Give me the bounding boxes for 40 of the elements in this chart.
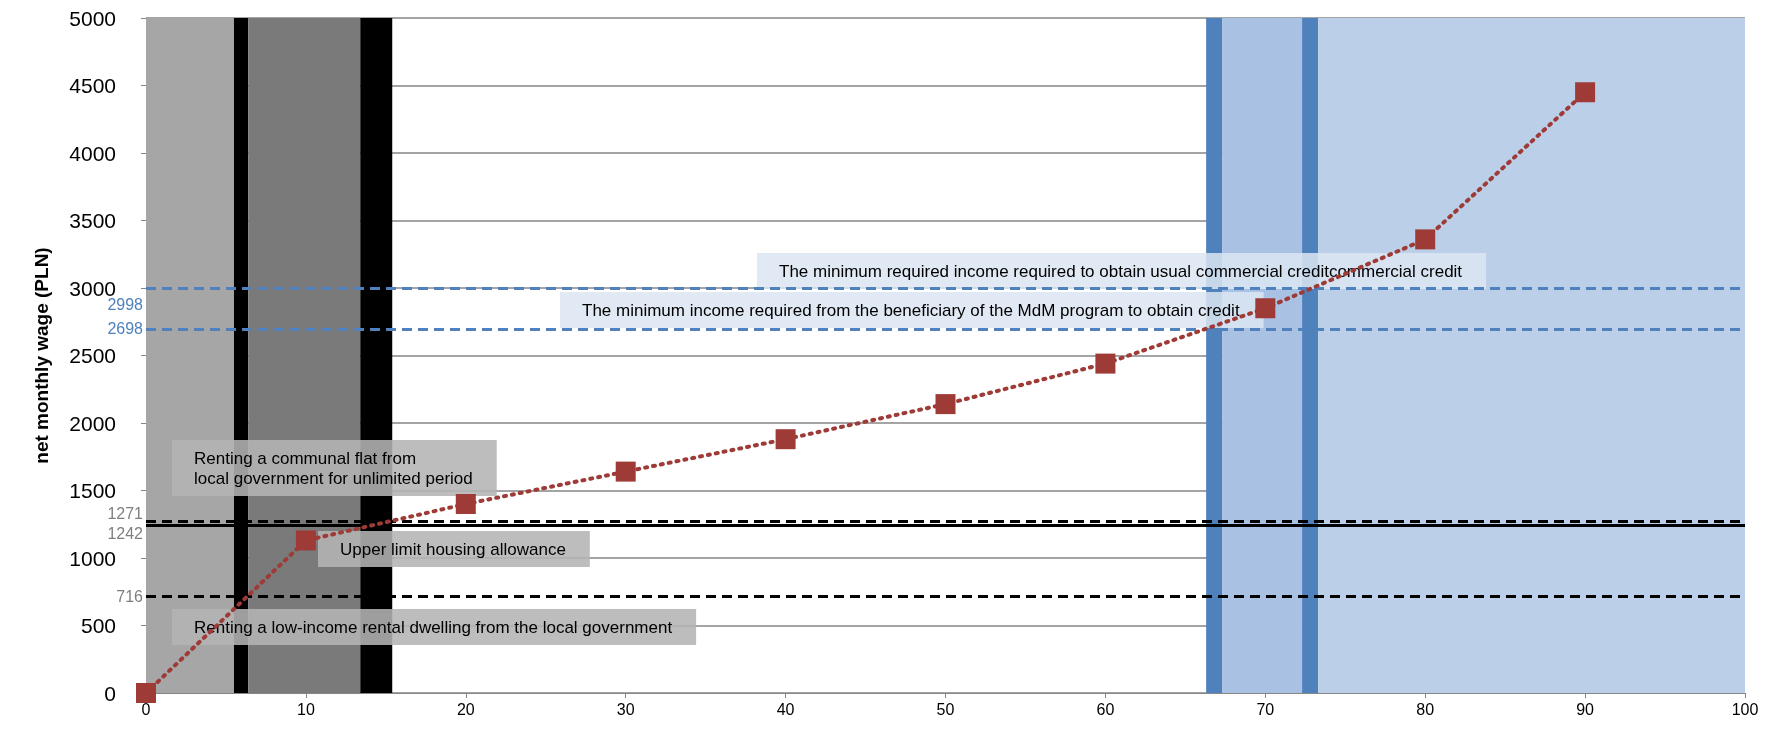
y-tick-label: 3500 <box>69 209 116 232</box>
point <box>455 494 476 514</box>
y-tick-label: 4000 <box>69 141 116 165</box>
y-tick-label: 5000 <box>69 6 116 30</box>
point <box>775 429 796 450</box>
point <box>1575 82 1596 103</box>
y-tick-label: 4500 <box>69 74 116 97</box>
x-tick-label: 90 <box>1576 700 1595 718</box>
ref-line-label: 2998 <box>107 295 144 313</box>
ref-line-label: 2698 <box>107 320 144 338</box>
point <box>1095 353 1116 374</box>
x-tick-label: 0 <box>141 700 151 718</box>
x-tick-label: 50 <box>936 700 955 718</box>
x-tick-label: 60 <box>1096 700 1115 718</box>
x-tick-label: 40 <box>776 700 795 718</box>
annotation: Renting a communal flat from local government for unlimited period <box>194 448 473 488</box>
y-tick-label: 1500 <box>69 479 116 502</box>
y-axis-title: net monthly wage (PLN) <box>31 247 52 464</box>
x-tick-label: 30 <box>616 700 635 718</box>
ref-line-label: 1242 <box>107 524 144 542</box>
y-tick-label: 500 <box>80 614 116 637</box>
y-tick-label: 2500 <box>69 344 116 367</box>
annotation: Renting a low-income rental dwelling from the local government <box>194 617 673 637</box>
annotation: The minimum income required from the beneficiary of the MdM program to obtain credit <box>582 300 1240 320</box>
point <box>615 461 636 482</box>
y-tick-label: 1000 <box>69 546 116 570</box>
x-tick-label: 20 <box>456 700 475 718</box>
ref-line-label: 716 <box>116 587 144 605</box>
x-tick-label: 10 <box>297 700 315 718</box>
y-tick-label: 2000 <box>69 411 116 435</box>
x-tick-label: 70 <box>1256 700 1275 718</box>
annotation: Upper limit housing allowance <box>340 539 566 559</box>
point <box>1255 298 1276 319</box>
ref-line-label: 1271 <box>107 504 144 522</box>
x-tick-label: 100 <box>1731 700 1759 718</box>
point <box>136 683 156 703</box>
x-tick-label: 80 <box>1416 700 1435 718</box>
point <box>295 530 316 551</box>
point <box>935 394 956 415</box>
point <box>1415 229 1436 250</box>
